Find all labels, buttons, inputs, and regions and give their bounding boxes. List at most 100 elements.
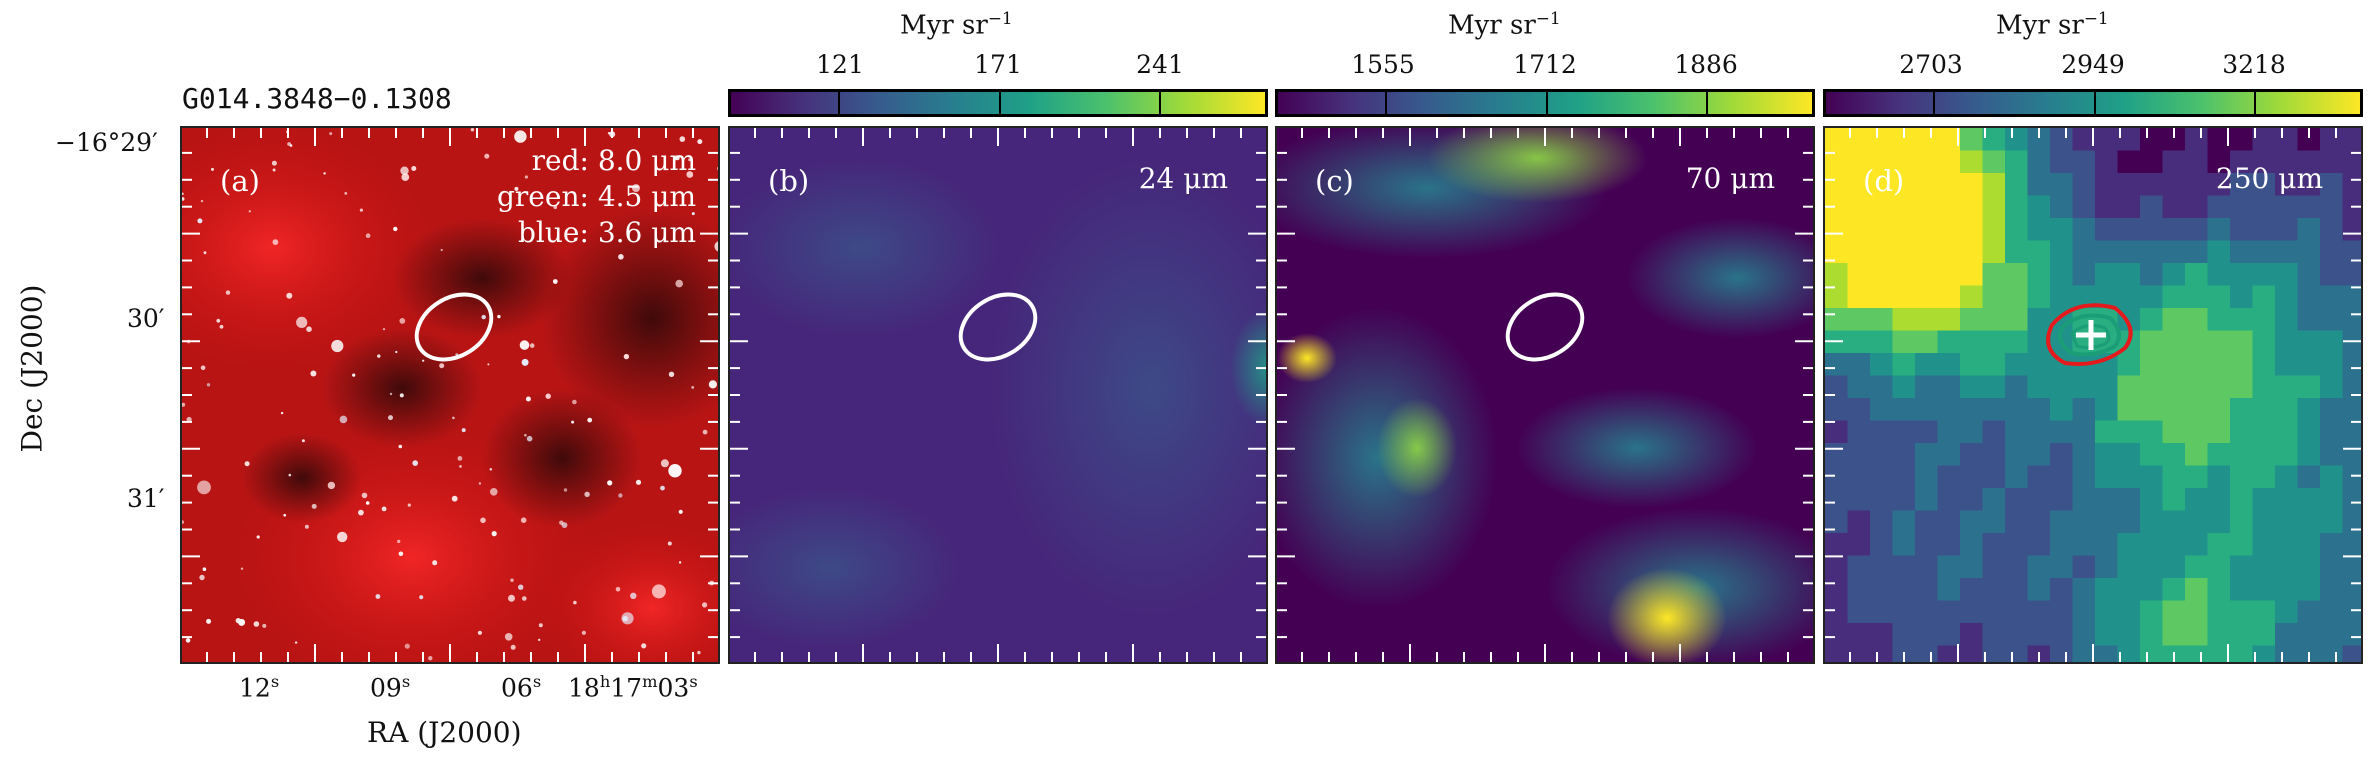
star [381,506,387,512]
star [199,574,205,581]
map-pixel [1982,240,2006,264]
star [382,328,386,331]
star [573,237,578,242]
star [248,210,251,213]
map-pixel [2252,195,2276,219]
map-pixel [1915,353,1939,377]
map-pixel [1847,645,1871,662]
map-pixel [2297,645,2321,662]
map-pixel [1825,465,1849,489]
colorbar-c [1275,89,1815,117]
colorbar-c-tick-3: 1886 [1674,50,1738,79]
star [510,644,516,650]
map-pixel [2140,465,2164,489]
map-pixel [2117,465,2141,489]
map-pixel [1870,218,1894,242]
map-pixel [1892,263,1916,287]
star [716,166,718,171]
map-pixel [2207,218,2231,242]
star [623,353,630,360]
star [529,343,535,348]
map-pixel [2207,285,2231,309]
map-pixel [2162,263,2186,287]
map-pixel [2072,128,2096,152]
star [461,428,466,433]
map-pixel [1847,240,1871,264]
star [294,641,298,644]
map-pixel [1937,308,1961,332]
map-pixel [2320,600,2344,624]
map-pixel [2117,510,2141,534]
map-pixel [2342,150,2361,174]
colorbar-b-tick-3: 241 [1136,50,1184,79]
star [310,370,317,377]
map-pixel [2005,195,2029,219]
map-pixel [2230,308,2254,332]
map-pixel [1960,308,1984,332]
map-pixel [1960,465,1984,489]
star [327,481,336,490]
map-pixel [2320,555,2344,579]
star [686,171,694,178]
star [206,618,212,624]
star [339,415,348,424]
map-pixel [2297,353,2321,377]
map-pixel [1937,263,1961,287]
map-pixel [2320,128,2344,152]
map-pixel [2252,578,2276,602]
map-pixel [2162,398,2186,422]
map-pixel [1915,443,1939,467]
star [524,433,527,437]
map-pixel [2005,173,2029,197]
map-pixel [1915,533,1939,557]
source-ellipse [414,292,494,362]
map-pixel [1982,285,2006,309]
star [262,623,267,628]
star [362,661,365,662]
map-pixel [1937,488,1961,512]
map-pixel [2230,263,2254,287]
map-pixel [1825,600,1849,624]
star [470,128,475,132]
map-pixel [2072,150,2096,174]
map-pixel [2342,488,2361,512]
map-pixel [1915,488,1939,512]
map-pixel [2162,555,2186,579]
map-pixel [1982,150,2006,174]
star [219,324,224,329]
map-pixel [1915,600,1939,624]
map-pixel [2185,533,2209,557]
map-pixel [2342,623,2361,647]
map-pixel [1892,555,1916,579]
map-pixel [2342,375,2361,399]
map-pixel [2297,465,2321,489]
map-pixel [2140,533,2164,557]
source-ellipse [958,292,1038,362]
map-pixel [2252,398,2276,422]
star [271,160,277,166]
map-pixel [1982,195,2006,219]
star [459,465,462,468]
map-pixel [2005,240,2029,264]
star [714,241,718,252]
star [630,592,637,599]
star [331,339,344,353]
star [375,594,381,599]
map-pixel [2027,173,2051,197]
map-pixel [1825,240,1849,264]
map-pixel [2297,600,2321,624]
star [398,551,404,557]
star [678,561,682,564]
map-pixel [2185,488,2209,512]
map-pixel [1870,150,1894,174]
map-pixel [2140,488,2164,512]
map-pixel [2252,308,2276,332]
star [306,326,312,332]
map-pixel [2162,645,2186,662]
map-pixel [1892,285,1916,309]
map-pixel [1915,128,1939,152]
map-pixel [1960,330,1984,354]
star [667,541,672,546]
map-pixel [2005,533,2029,557]
map-pixel [2252,240,2276,264]
